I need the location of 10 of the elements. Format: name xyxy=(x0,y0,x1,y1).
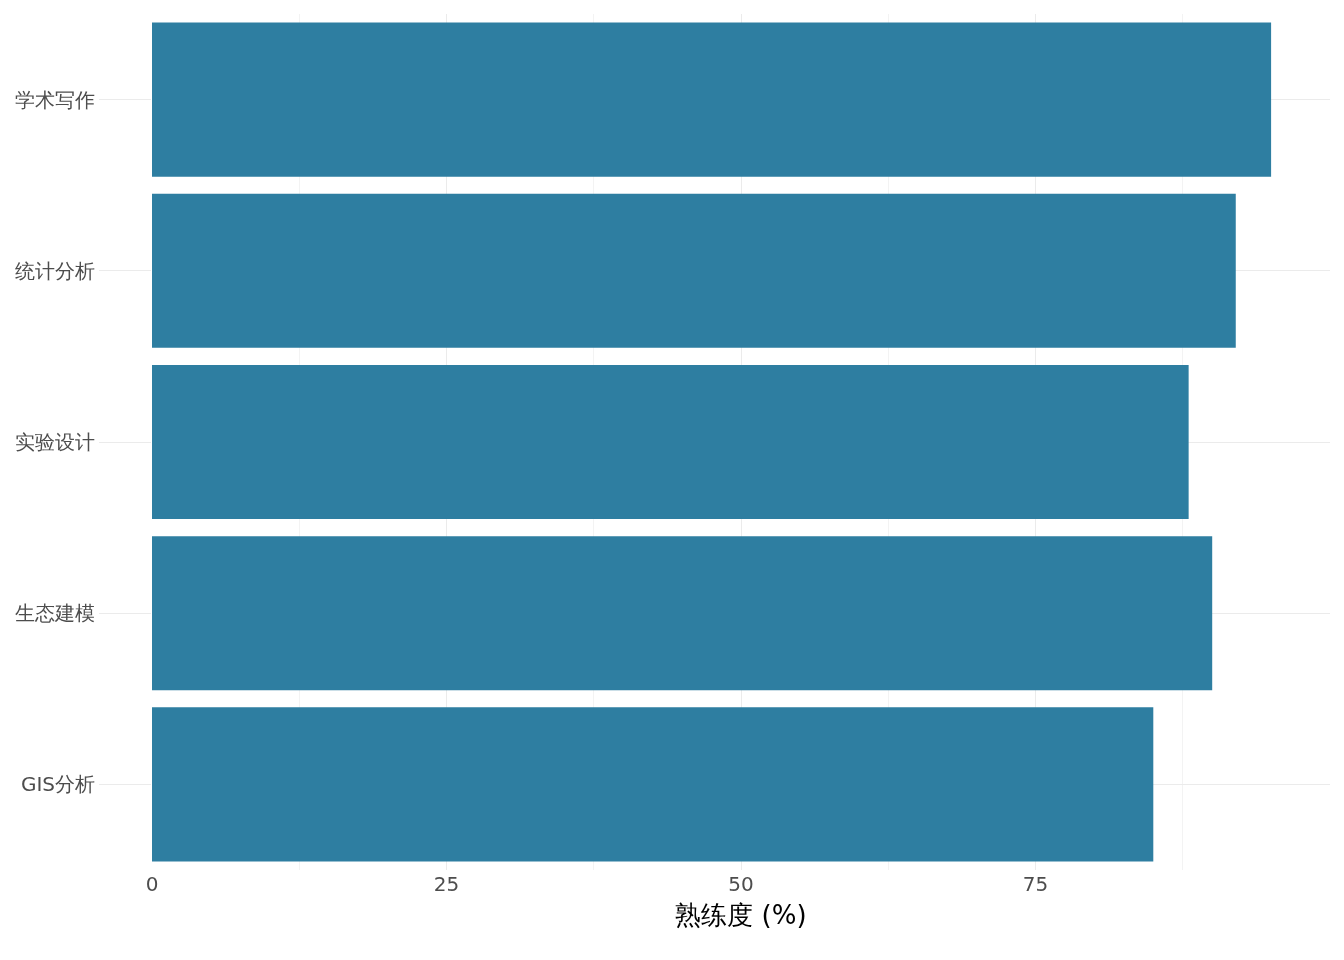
x-tick-label: 75 xyxy=(1022,872,1049,896)
y-tick-label: 实验设计 xyxy=(15,430,95,454)
y-tick-label: GIS分析 xyxy=(20,772,95,797)
x-tick-label: 50 xyxy=(728,872,754,896)
x-tick-label: 0 xyxy=(145,872,159,896)
y-tick-label: 学术写作 xyxy=(15,87,95,112)
y-tick-label: 生态建模 xyxy=(15,601,95,626)
x-tick-label: 25 xyxy=(433,872,460,896)
y-tick-label: 统计分析 xyxy=(15,258,95,283)
x-axis-title: 熟练度 (%) xyxy=(675,899,807,930)
